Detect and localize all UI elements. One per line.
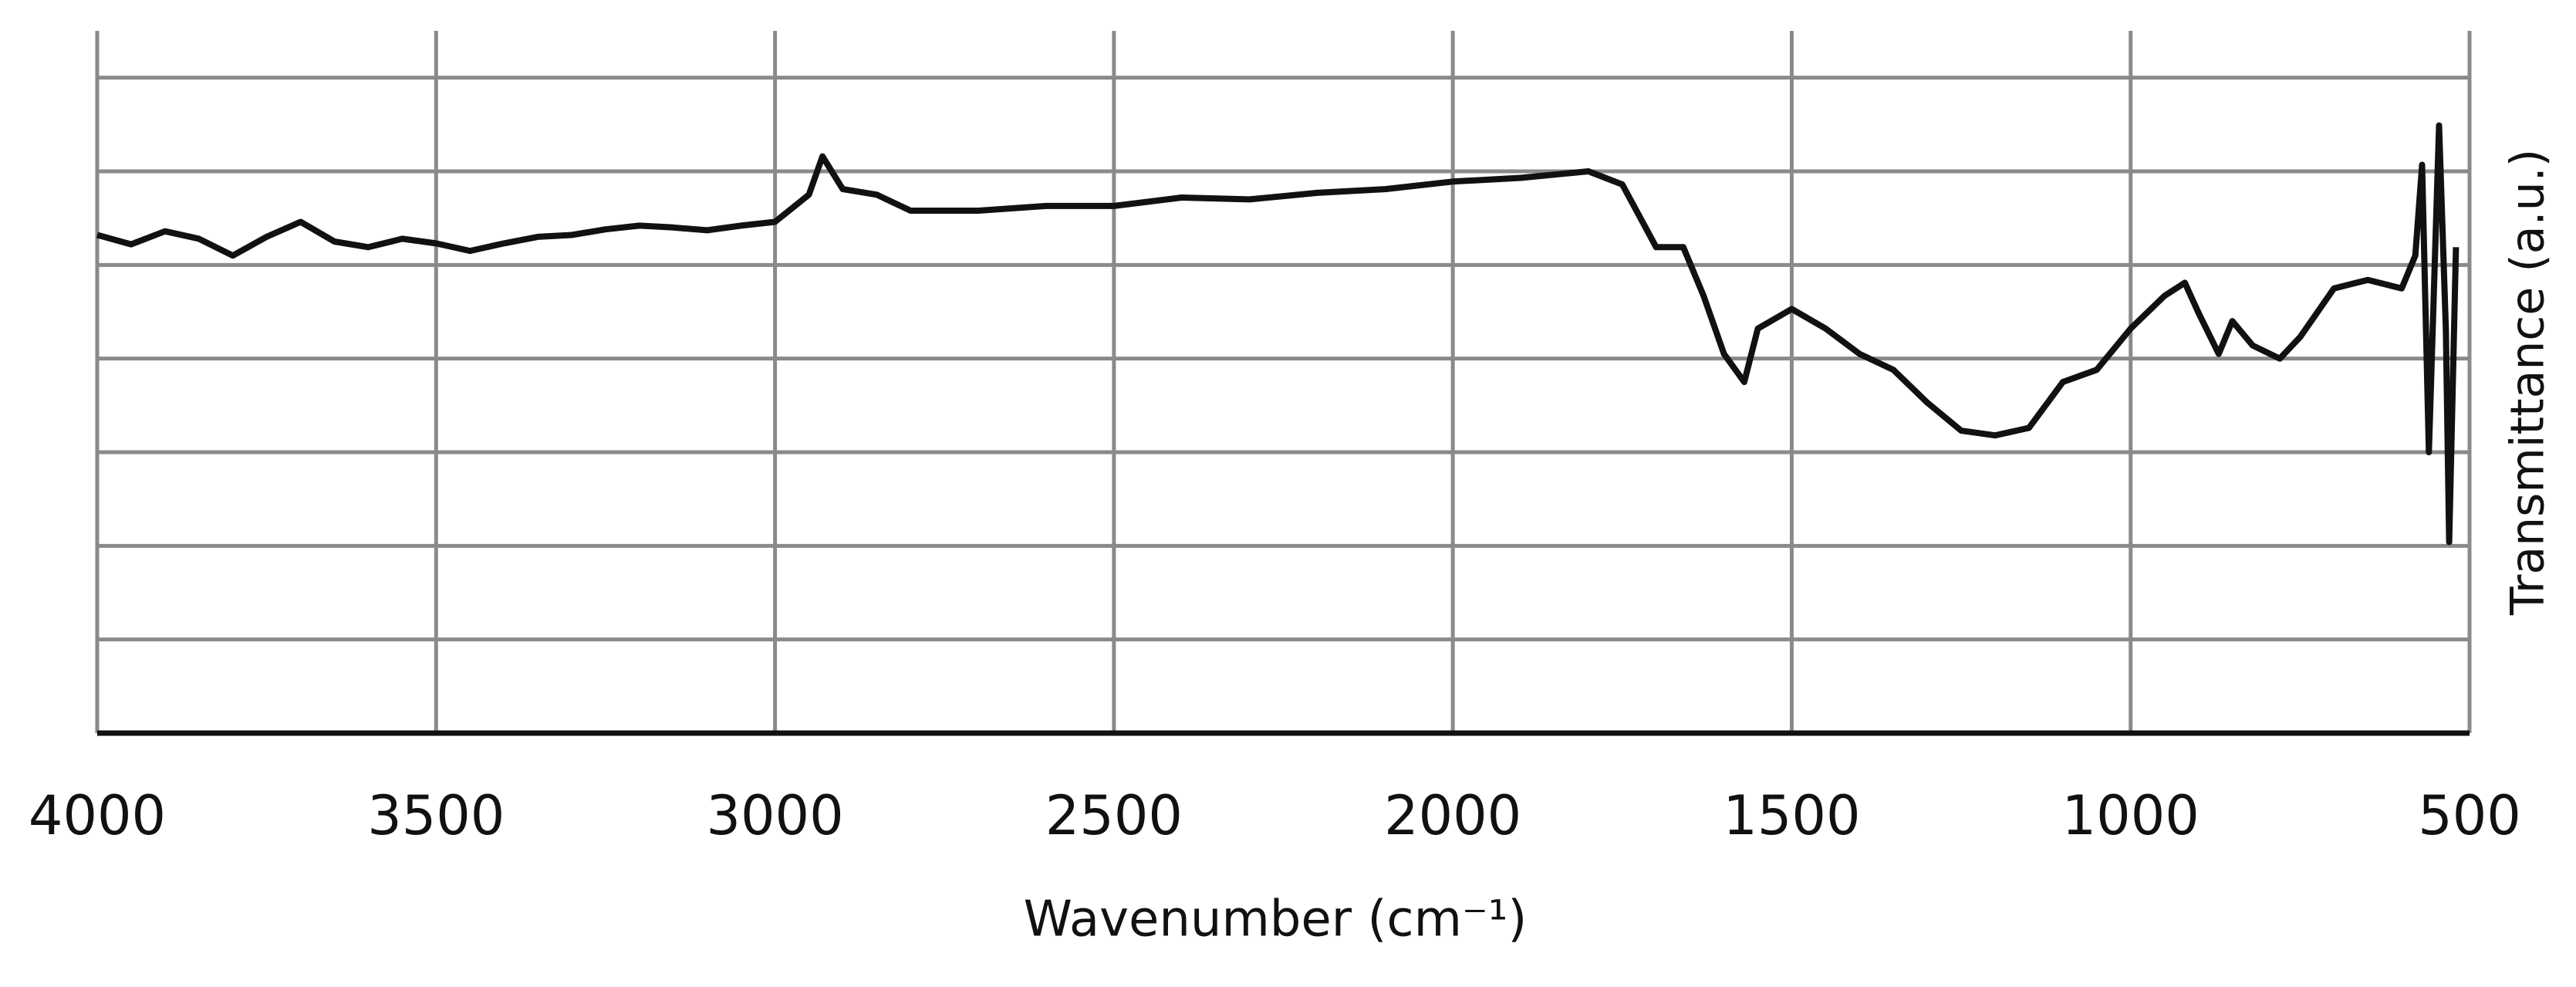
x-tick-label: 2500 — [1045, 784, 1183, 847]
y-axis-title: Transmittance (a.u.) — [2501, 149, 2555, 616]
x-tick-label: 3000 — [706, 784, 843, 847]
x-tick-label: 2000 — [1384, 784, 1521, 847]
x-tick-label: 4000 — [29, 784, 166, 847]
x-tick-label: 500 — [2418, 784, 2521, 847]
spectrum-line — [96, 122, 2460, 546]
x-axis-title: Wavenumber (cm⁻¹) — [1024, 891, 1528, 948]
x-tick-label: 1000 — [2062, 784, 2200, 847]
x-tick-label: 3500 — [367, 784, 505, 847]
x-tick-label: 1500 — [1723, 784, 1860, 847]
